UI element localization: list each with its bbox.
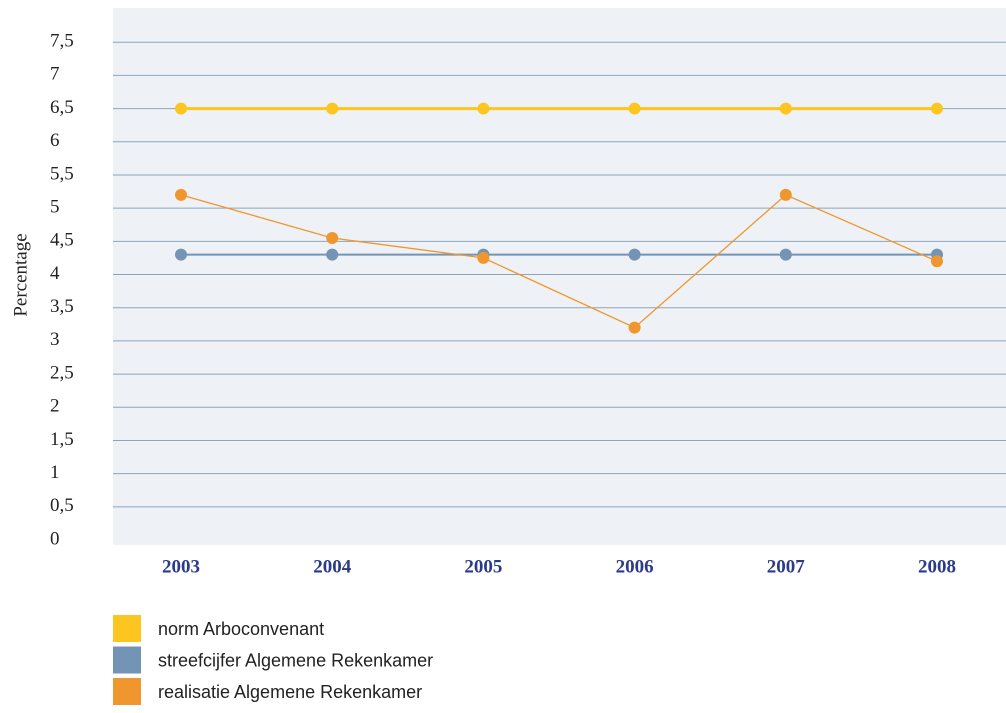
data-point <box>628 248 641 261</box>
x-tick-label: 2006 <box>616 556 654 577</box>
x-tick-label: 2008 <box>918 556 956 577</box>
legend-label: norm Arboconvenant <box>158 619 324 639</box>
data-point <box>326 248 339 261</box>
data-point <box>175 248 187 261</box>
x-tick-label: 2005 <box>464 556 502 577</box>
y-tick-label: 5,5 <box>50 163 74 184</box>
data-point <box>931 102 943 115</box>
x-tick-label: 2003 <box>162 556 200 577</box>
data-point <box>175 188 187 201</box>
y-tick-label: 6 <box>50 130 60 151</box>
data-point <box>477 102 490 115</box>
y-tick-label: 2,5 <box>50 362 74 383</box>
y-tick-label: 7 <box>50 64 60 85</box>
data-point <box>779 102 792 115</box>
y-tick-label: 3,5 <box>50 296 74 317</box>
y-tick-label: 3 <box>50 329 60 350</box>
plot-background <box>113 8 1006 545</box>
y-tick-label: 0 <box>50 528 60 549</box>
y-tick-label: 2 <box>50 396 60 417</box>
y-tick-label: 6,5 <box>50 97 74 118</box>
data-point <box>477 251 490 264</box>
y-tick-label: 7,5 <box>50 31 74 52</box>
data-point <box>326 231 339 244</box>
y-tick-label: 5 <box>50 196 60 217</box>
data-point <box>779 188 792 201</box>
data-point <box>931 255 943 268</box>
series-line <box>180 194 938 329</box>
y-tick-label: 1 <box>50 462 60 483</box>
y-tick-label: 1,5 <box>50 429 74 450</box>
data-point <box>779 248 792 261</box>
legend-swatch <box>113 646 141 674</box>
y-tick-label: 4,5 <box>50 230 74 251</box>
data-point <box>326 102 339 115</box>
data-point <box>628 102 641 115</box>
legend-label: streefcijfer Algemene Rekenkamer <box>158 650 433 670</box>
y-tick-label: 4 <box>50 263 60 284</box>
legend-swatch <box>113 615 141 642</box>
data-point <box>175 102 187 115</box>
y-tick-label: 0,5 <box>50 495 74 516</box>
legend-label: realisatie Algemene Rekenkamer <box>158 682 422 702</box>
data-point <box>628 321 641 334</box>
x-tick-label: 2004 <box>313 556 352 577</box>
y-axis-label: Percentage <box>10 233 31 316</box>
legend-swatch <box>113 678 141 705</box>
x-tick-label: 2007 <box>767 556 806 577</box>
